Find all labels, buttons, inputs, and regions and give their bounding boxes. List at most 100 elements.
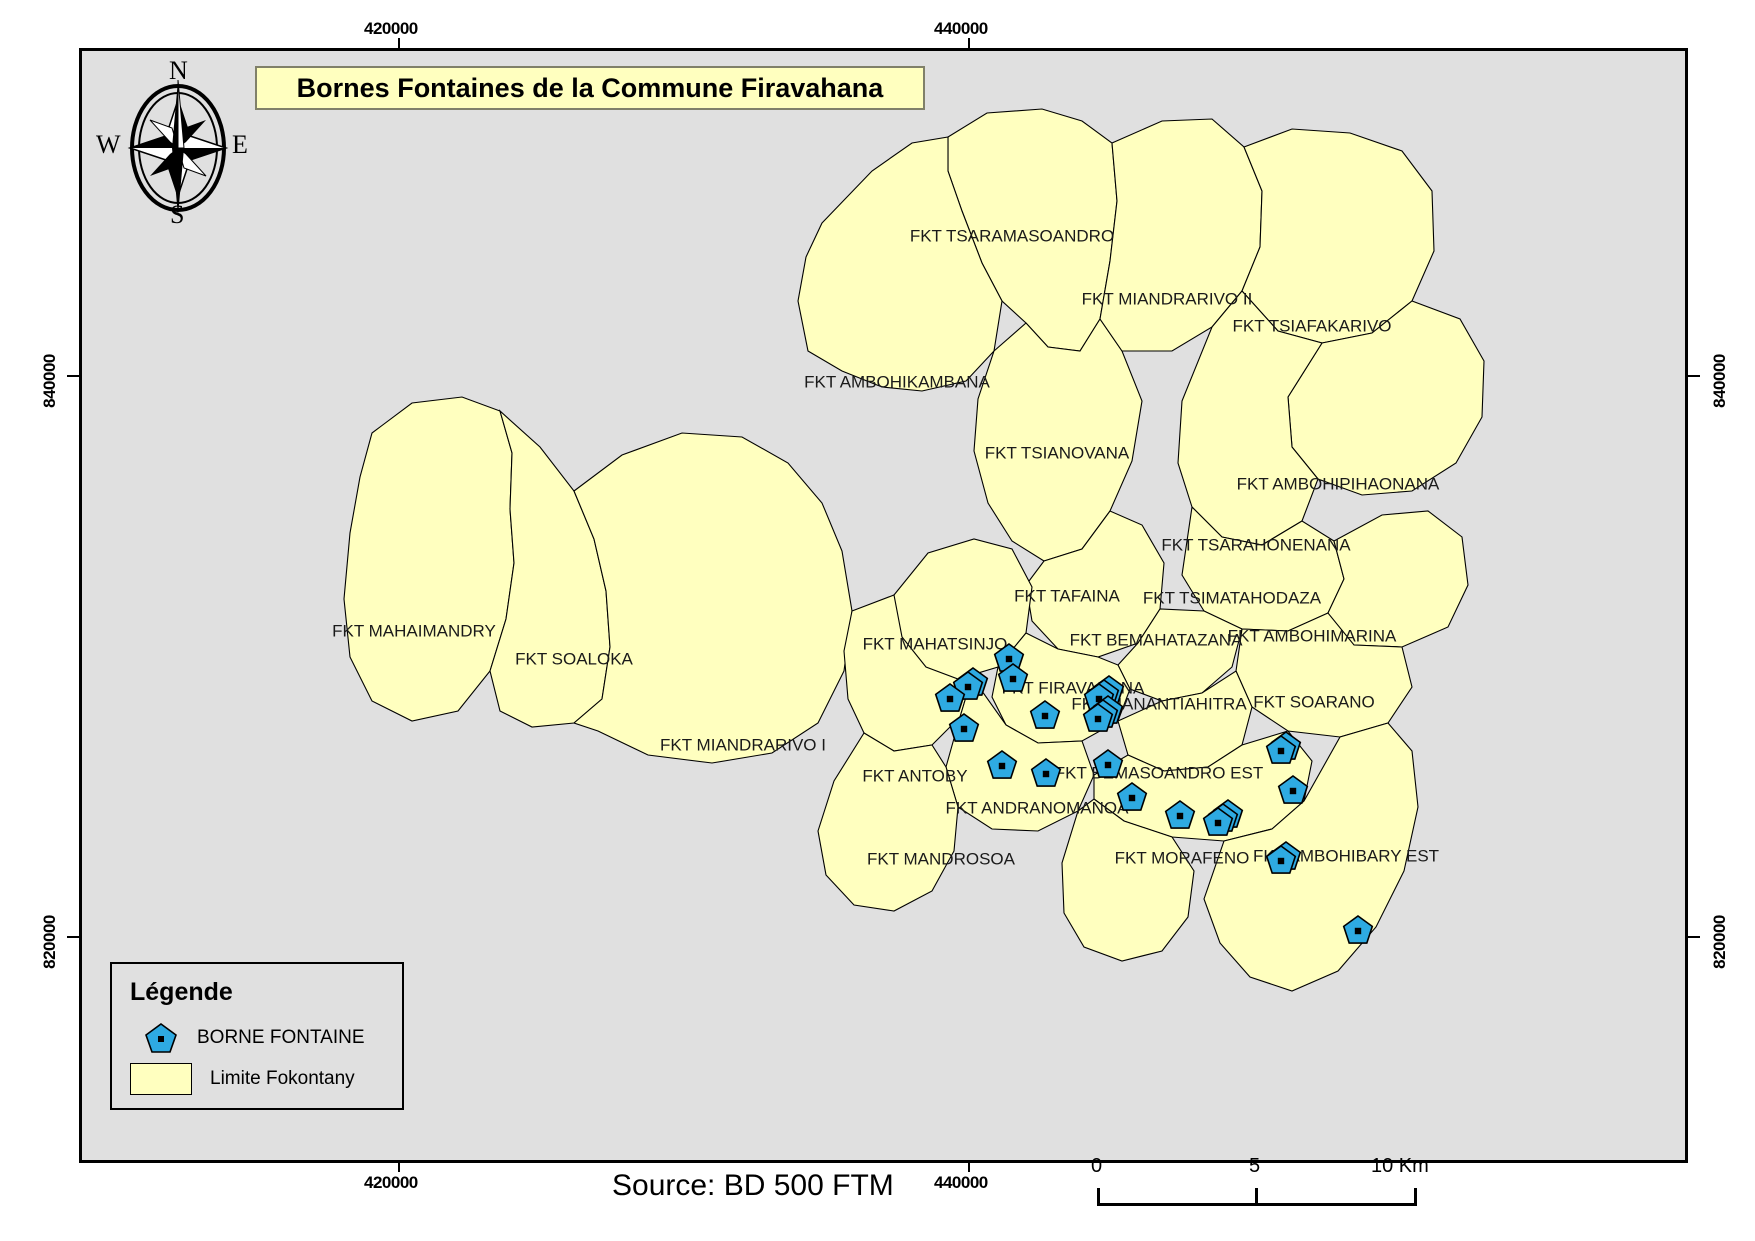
borne-fontaine-center-dot	[1009, 675, 1017, 683]
north-arrow: N S W E	[96, 56, 258, 230]
x-tick-label-top-0: 420000	[364, 19, 418, 38]
y-tick-label-right-0: 840000	[1710, 354, 1729, 408]
fokontany-label: FKT MAHAIMANDRY	[332, 621, 496, 640]
borne-fontaine-marker[interactable]	[1116, 782, 1148, 811]
fokontany-label: FKT ANTOBY	[862, 766, 967, 785]
borne-fontaine-center-dot	[1277, 747, 1285, 755]
y-tick-mark-right-0	[1688, 375, 1700, 377]
x-tick-mark-bottom-0	[398, 1160, 400, 1172]
south-label: S	[170, 200, 185, 229]
fokontany-label: FKT SOARANO	[1253, 692, 1375, 711]
fokontany-polygon[interactable]	[973, 317, 1143, 562]
fokontany-label: FKT SOALOKA	[515, 649, 633, 668]
legend-item-limite-fokontany[interactable]: Limite Fokontany	[130, 1063, 355, 1095]
fokontany-label: FKT ANDRANOMANOA	[946, 798, 1130, 817]
borne-fontaine-center-dot	[1042, 770, 1050, 778]
fokontany-label-layer: FKT TSARAMASOANDRO FKT MIANDRARIVO II FKT …	[332, 226, 1440, 868]
borne-fontaine-center-dot	[1277, 857, 1285, 865]
x-tick-mark-top-0	[398, 38, 400, 50]
borne-fontaine-center-dot	[1176, 812, 1184, 820]
map-title: Bornes Fontaines de la Commune Firavahan…	[296, 72, 884, 103]
borne-fontaine-center-dot	[1128, 794, 1136, 802]
borne-fontaine-marker[interactable]	[1164, 800, 1196, 829]
y-tick-mark-left-0	[67, 375, 79, 377]
legend-title: Légende	[130, 978, 233, 1006]
fokontany-label: FKT BEMAHATAZANA	[1070, 630, 1244, 649]
x-tick-mark-top-1	[968, 38, 970, 50]
borne-fontaine-center-dot	[1289, 787, 1297, 795]
y-tick-label-right-1: 820000	[1710, 915, 1729, 969]
north-label: N	[169, 56, 188, 85]
x-tick-mark-bottom-1	[968, 1160, 970, 1172]
scalebar: 0 5 10 Km	[1091, 1155, 1429, 1215]
borne-fontaine-center-dot	[946, 695, 954, 703]
borne-fontaine-marker[interactable]	[1092, 749, 1124, 778]
borne-fontaine-marker[interactable]	[1030, 758, 1062, 787]
map-canvas: FKT TSARAMASOANDRO FKT MIANDRARIVO II FKT …	[332, 108, 1485, 992]
fokontany-label: FKT AMBOHIMARINA	[1228, 626, 1397, 645]
fokontany-label: FKT TSIMATAHODAZA	[1143, 588, 1322, 607]
fokontany-polygon[interactable]	[343, 396, 515, 722]
x-tick-label-bottom-0: 420000	[364, 1173, 418, 1192]
borne-fontaine-marker[interactable]	[1265, 731, 1302, 764]
fokontany-label: FKT MAHATSINJO	[863, 634, 1008, 653]
borne-fontaine-marker[interactable]	[1342, 915, 1374, 944]
borne-fontaine-center-dot	[1094, 715, 1102, 723]
borne-fontaine-marker[interactable]	[997, 663, 1029, 692]
scalebar-label-1: 5	[1249, 1155, 1261, 1177]
borne-fontaine-center-dot	[1041, 712, 1049, 720]
fokontany-label: FKT AMBOHIPIHAONANA	[1237, 474, 1440, 493]
fokontany-polygon-layer	[343, 108, 1485, 992]
fokontany-label: FKT AMBOHIKAMBANA	[804, 372, 990, 391]
y-tick-label-left-0: 840000	[40, 354, 59, 408]
legend-box: Légende BORNE FONTAINE Limite Fokontany	[110, 962, 404, 1110]
fokontany-polygon[interactable]	[817, 732, 959, 912]
fokontany-label: FKT TSIAFAKARIVO	[1232, 316, 1391, 335]
borne-fontaine-marker[interactable]	[948, 713, 980, 742]
borne-fontaine-center-dot	[1095, 695, 1103, 703]
fokontany-label: FKT MIANDRARIVO II	[1082, 289, 1253, 308]
fokontany-label: FKT TSIANOVANA	[985, 443, 1130, 462]
fokontany-label: FKT MIANDRARIVO I	[660, 735, 826, 754]
fokontany-polygon[interactable]	[1177, 290, 1323, 546]
west-label: W	[96, 130, 121, 159]
fokontany-label: FKT TSARAHONENANA	[1161, 535, 1351, 554]
x-tick-label-top-1: 440000	[934, 19, 988, 38]
fokontany-label: FKT TSARAMASOANDRO	[910, 226, 1114, 245]
scalebar-tick-2	[1414, 1188, 1417, 1204]
fokontany-polygon[interactable]	[1061, 798, 1195, 962]
fokontany-label: FKT MANDROSOA	[867, 849, 1016, 868]
scalebar-label-2: 10 Km	[1371, 1155, 1429, 1177]
scalebar-tick-1	[1255, 1188, 1258, 1204]
fokontany-polygon[interactable]	[572, 432, 853, 764]
borne-fontaine-marker[interactable]	[934, 683, 966, 712]
compass-rose-icon	[127, 79, 229, 216]
scalebar-tick-0	[1097, 1188, 1100, 1204]
y-tick-mark-right-1	[1688, 936, 1700, 938]
fokontany-label: FKT MORAFENO	[1115, 848, 1250, 867]
borne-fontaine-icon	[145, 1023, 177, 1053]
borne-fontaine-marker[interactable]	[1082, 695, 1124, 732]
borne-fontaine-center-dot	[1005, 655, 1013, 663]
fokontany-label: FKT TAFAINA	[1014, 586, 1120, 605]
borne-fontaine-layer	[934, 643, 1374, 944]
legend-item-label-1: Limite Fokontany	[210, 1068, 355, 1089]
borne-fontaine-marker[interactable]	[986, 750, 1018, 779]
fokontany-label: FKT BEMASOANDRO EST	[1055, 763, 1263, 782]
borne-fontaine-center-dot	[964, 683, 972, 691]
borne-fontaine-center-dot	[1104, 761, 1112, 769]
borne-fontaine-marker[interactable]	[1265, 841, 1302, 874]
fokontany-polygon[interactable]	[1321, 510, 1469, 648]
scalebar-line	[1097, 1203, 1417, 1206]
borne-fontaine-marker[interactable]	[1029, 700, 1061, 729]
borne-fontaine-marker[interactable]	[1277, 775, 1309, 804]
borne-fontaine-center-dot	[998, 762, 1006, 770]
y-tick-mark-left-1	[67, 936, 79, 938]
borne-fontaine-marker[interactable]	[1202, 799, 1244, 836]
limite-fokontany-swatch	[130, 1063, 192, 1095]
map-title-box: Bornes Fontaines de la Commune Firavahan…	[255, 66, 925, 110]
borne-fontaine-center-dot	[1214, 819, 1222, 827]
legend-item-borne-fontaine[interactable]: BORNE FONTAINE	[130, 1021, 365, 1055]
source-caption: Source: BD 500 FTM	[612, 1169, 894, 1202]
